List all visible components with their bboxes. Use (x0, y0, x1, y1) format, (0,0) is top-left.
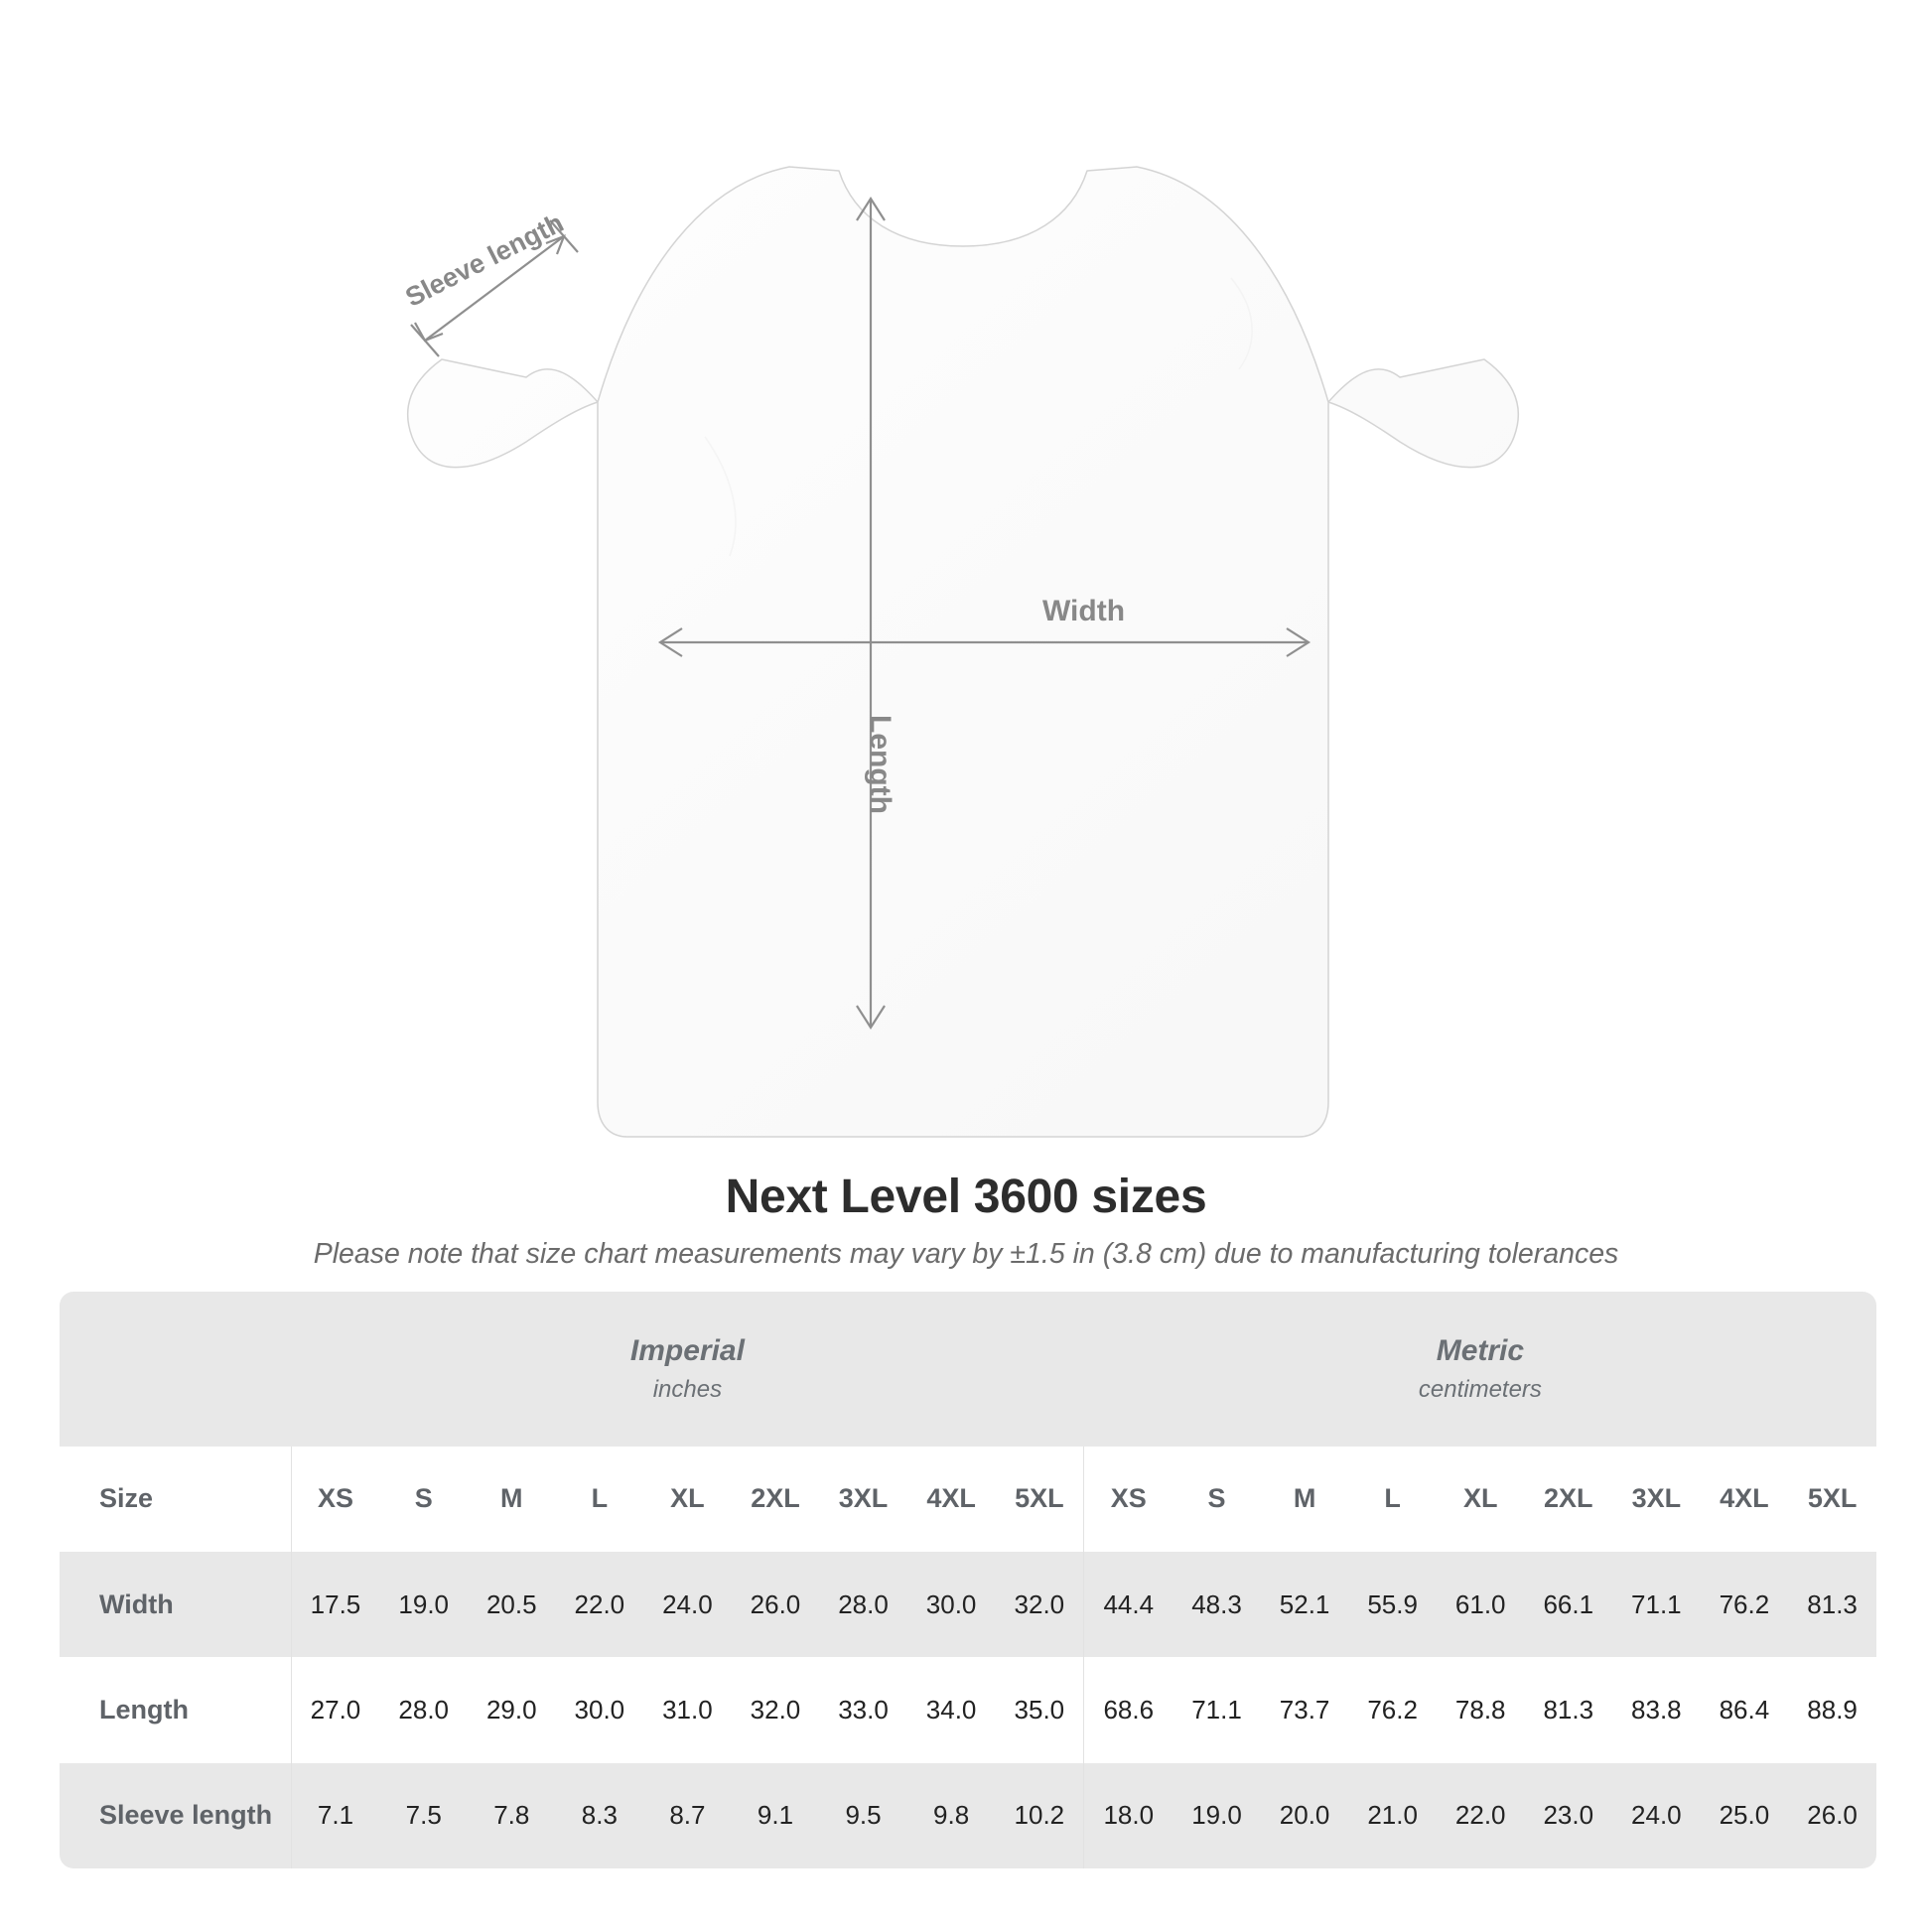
svg-text:Width: Width (1042, 595, 1125, 627)
svg-text:Length: Length (864, 715, 897, 814)
